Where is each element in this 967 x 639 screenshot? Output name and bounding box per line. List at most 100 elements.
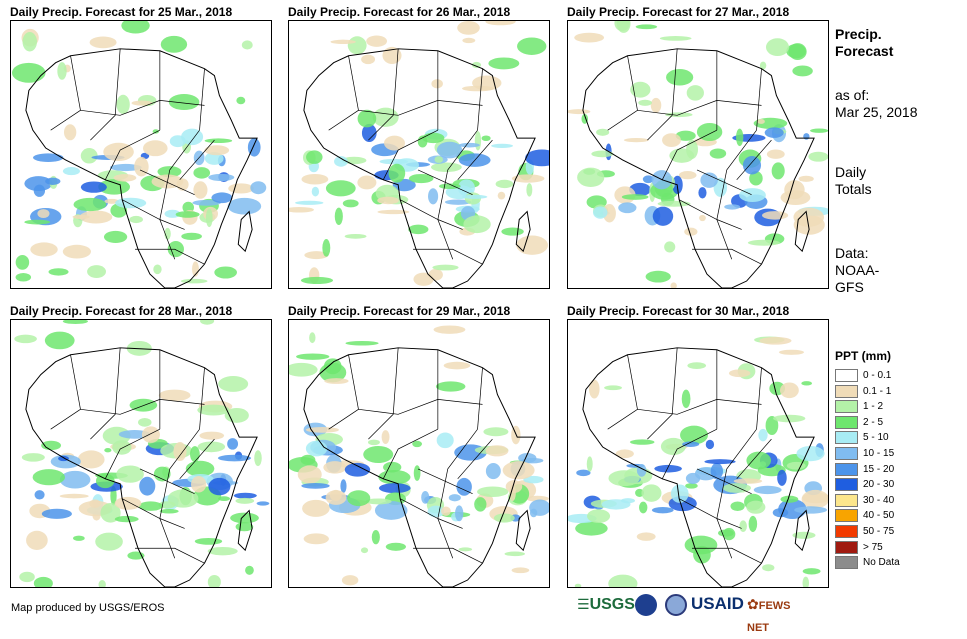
panel-title: Daily Precip. Forecast for 29 Mar., 2018 bbox=[288, 304, 511, 318]
legend-swatch bbox=[835, 384, 858, 398]
country-border bbox=[90, 48, 121, 141]
country-border bbox=[457, 139, 493, 181]
country-border bbox=[90, 347, 121, 440]
totals-line: Totals bbox=[835, 181, 872, 197]
forecast-panel-26-mar: Daily Precip. Forecast for 26 Mar., 2018 bbox=[288, 5, 550, 289]
country-border bbox=[139, 468, 195, 495]
sidebar-heading-line: Forecast bbox=[835, 43, 894, 59]
panel-title: Daily Precip. Forecast for 26 Mar., 2018 bbox=[288, 5, 511, 19]
legend-label: 50 - 75 bbox=[863, 526, 895, 537]
country-border bbox=[437, 428, 478, 519]
legend-swatch bbox=[835, 478, 858, 492]
legend-item: 2 - 5 bbox=[835, 415, 915, 430]
africa-precip-map bbox=[288, 319, 550, 588]
country-border bbox=[736, 438, 772, 480]
country-border bbox=[637, 100, 762, 116]
legend-label: 5 - 10 bbox=[863, 432, 889, 444]
legend-swatch bbox=[835, 415, 858, 429]
legend-swatch bbox=[835, 431, 858, 445]
legend-label: 10 - 15 bbox=[863, 448, 895, 459]
country-border bbox=[756, 68, 762, 131]
country-border bbox=[159, 428, 200, 519]
country-border bbox=[413, 547, 483, 564]
country-border bbox=[80, 399, 205, 415]
madagascar-outline bbox=[515, 210, 531, 253]
country-border bbox=[607, 354, 638, 430]
country-border bbox=[661, 428, 718, 479]
country-border bbox=[477, 367, 483, 430]
country-border bbox=[368, 48, 399, 141]
madagascar-outline bbox=[515, 509, 531, 552]
country-border bbox=[399, 199, 463, 230]
forecast-panel-29-mar: Daily Precip. Forecast for 29 Mar., 2018 bbox=[288, 304, 550, 588]
country-border bbox=[80, 100, 205, 116]
legend-label: No Data bbox=[863, 557, 900, 569]
country-border bbox=[696, 169, 752, 196]
country-border bbox=[696, 468, 752, 495]
precip-field bbox=[289, 21, 549, 286]
country-border bbox=[692, 547, 762, 564]
country-border bbox=[647, 48, 678, 141]
country-border bbox=[437, 219, 454, 260]
madagascar-outline bbox=[237, 509, 253, 552]
legend-label: 40 - 50 bbox=[863, 510, 895, 522]
sidebar-heading: Precip. Forecast bbox=[835, 26, 893, 60]
precip-field bbox=[568, 21, 828, 288]
usgs-logo: ☰USGS bbox=[577, 596, 635, 613]
country-border bbox=[358, 399, 483, 415]
legend-swatch bbox=[835, 509, 858, 523]
totals-line: Daily bbox=[835, 164, 867, 180]
legend-label: 15 - 20 bbox=[863, 463, 895, 475]
country-border bbox=[413, 248, 483, 265]
country-border bbox=[104, 428, 161, 479]
legend-label: 0.1 - 1 bbox=[863, 385, 892, 397]
legend-swatch bbox=[835, 540, 858, 554]
country-border bbox=[382, 129, 439, 180]
country-border bbox=[159, 518, 176, 559]
country-border bbox=[417, 468, 473, 495]
country-border bbox=[139, 169, 195, 196]
country-border bbox=[368, 347, 399, 440]
legend-item: No Data bbox=[835, 556, 915, 570]
country-border bbox=[477, 68, 483, 131]
panel-title: Daily Precip. Forecast for 28 Mar., 2018 bbox=[10, 304, 233, 318]
forecast-panel-28-mar: Daily Precip. Forecast for 28 Mar., 2018 bbox=[10, 304, 272, 588]
country-border bbox=[135, 248, 205, 265]
africa-precip-map bbox=[10, 20, 272, 289]
country-border bbox=[647, 347, 678, 440]
country-border bbox=[135, 547, 205, 564]
panel-title: Daily Precip. Forecast for 27 Mar., 2018 bbox=[567, 5, 790, 19]
legend-label: 20 - 30 bbox=[863, 479, 895, 491]
country-border bbox=[179, 438, 215, 480]
country-border bbox=[637, 399, 762, 415]
precip-field bbox=[289, 325, 549, 586]
country-border bbox=[159, 219, 176, 260]
country-border bbox=[199, 367, 205, 430]
forecast-panel-30-mar: Daily Precip. Forecast for 30 Mar., 2018 bbox=[567, 304, 829, 588]
usaid-logo: USAID bbox=[691, 593, 744, 615]
precip-field bbox=[14, 320, 270, 587]
country-border bbox=[328, 55, 359, 131]
country-border bbox=[399, 498, 463, 529]
country-border bbox=[716, 129, 757, 220]
legend-item: 40 - 50 bbox=[835, 509, 915, 523]
country-border bbox=[328, 354, 359, 430]
sidebar-data-source: Data: NOAA- GFS bbox=[835, 245, 879, 296]
legend-swatch bbox=[835, 493, 858, 507]
country-border bbox=[50, 354, 81, 430]
country-border bbox=[756, 367, 762, 430]
africa-precip-map bbox=[567, 20, 829, 289]
legend-swatch bbox=[835, 525, 858, 538]
sidebar-heading-line: Precip. bbox=[835, 26, 882, 42]
country-border bbox=[457, 438, 493, 480]
legend-swatch bbox=[835, 462, 858, 476]
madagascar-outline bbox=[794, 210, 810, 253]
legend-label: 1 - 2 bbox=[863, 401, 884, 413]
legend-label: 0 - 0.1 bbox=[863, 370, 892, 381]
legend-label: 30 - 40 bbox=[863, 494, 895, 506]
africa-outline bbox=[303, 48, 536, 288]
legend-swatch bbox=[835, 400, 858, 414]
country-border bbox=[661, 129, 718, 180]
noaa-logo bbox=[635, 594, 657, 616]
legend-item: 10 - 15 bbox=[835, 447, 915, 461]
